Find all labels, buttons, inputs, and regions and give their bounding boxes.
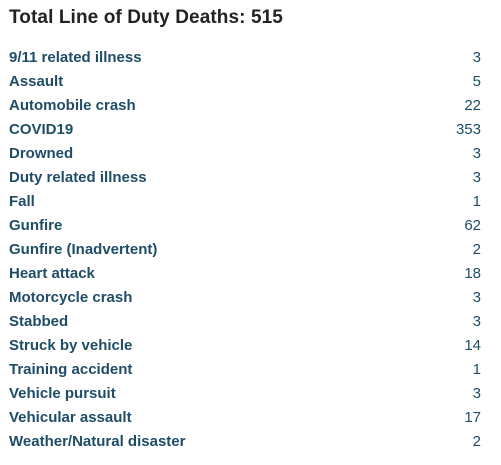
cause-list: 9/11 related illness 3 Assault 5 Automob… [9,46,481,454]
cause-row-automobile-crash: Automobile crash 22 [9,94,481,118]
cause-row-struck-by-vehicle: Struck by vehicle 14 [9,334,481,358]
cause-link-automobile-crash[interactable]: Automobile crash [9,97,136,114]
cause-link-heart-attack[interactable]: Heart attack [9,265,95,282]
cause-link-assault[interactable]: Assault [9,73,64,90]
cause-row-training-accident: Training accident 1 [9,358,481,382]
cause-count: 18 [464,265,481,282]
cause-row-gunfire-inadvertent: Gunfire (Inadvertent) 2 [9,238,481,262]
cause-count: 3 [472,313,481,330]
cause-link-training-accident[interactable]: Training accident [9,361,133,378]
cause-count: 62 [464,217,481,234]
cause-link-gunfire[interactable]: Gunfire [9,217,63,234]
cause-link-covid19[interactable]: COVID19 [9,121,74,138]
page-title: Total Line of Duty Deaths: 515 [9,7,283,28]
cause-row-fall: Fall 1 [9,190,481,214]
cause-count: 3 [472,169,481,186]
cause-count: 1 [472,193,481,210]
cause-count: 22 [464,97,481,114]
cause-row-gunfire: Gunfire 62 [9,214,481,238]
cause-row-covid19: COVID19 353 [9,118,481,142]
cause-row-assault: Assault 5 [9,70,481,94]
cause-link-911-related-illness[interactable]: 9/11 related illness [9,49,142,66]
cause-row-motorcycle-crash: Motorcycle crash 3 [9,286,481,310]
cause-row-stabbed: Stabbed 3 [9,310,481,334]
cause-count: 5 [472,73,481,90]
cause-row-weather-natural-disaster: Weather/Natural disaster 2 [9,430,481,454]
cause-link-fall[interactable]: Fall [9,193,35,210]
cause-count: 3 [472,145,481,162]
cause-count: 14 [464,337,481,354]
cause-row-drowned: Drowned 3 [9,142,481,166]
cause-count: 3 [472,49,481,66]
cause-count: 1 [472,361,481,378]
cause-row-duty-related-illness: Duty related illness 3 [9,166,481,190]
cause-link-drowned[interactable]: Drowned [9,145,74,162]
cause-count: 3 [472,385,481,402]
cause-link-struck-by-vehicle[interactable]: Struck by vehicle [9,337,133,354]
cause-count: 2 [472,433,481,450]
cause-count: 17 [464,409,481,426]
cause-row-911-related-illness: 9/11 related illness 3 [9,46,481,70]
cause-link-vehicular-assault[interactable]: Vehicular assault [9,409,132,426]
cause-row-heart-attack: Heart attack 18 [9,262,481,286]
cause-link-motorcycle-crash[interactable]: Motorcycle crash [9,289,133,306]
cause-link-gunfire-inadvertent[interactable]: Gunfire (Inadvertent) [9,241,158,258]
cause-link-stabbed[interactable]: Stabbed [9,313,69,330]
cause-count: 3 [472,289,481,306]
cause-row-vehicle-pursuit: Vehicle pursuit 3 [9,382,481,406]
cause-link-vehicle-pursuit[interactable]: Vehicle pursuit [9,385,116,402]
cause-link-weather-natural-disaster[interactable]: Weather/Natural disaster [9,433,186,450]
cause-count: 353 [455,121,481,138]
cause-row-vehicular-assault: Vehicular assault 17 [9,406,481,430]
cause-link-duty-related-illness[interactable]: Duty related illness [9,169,147,186]
cause-count: 2 [472,241,481,258]
